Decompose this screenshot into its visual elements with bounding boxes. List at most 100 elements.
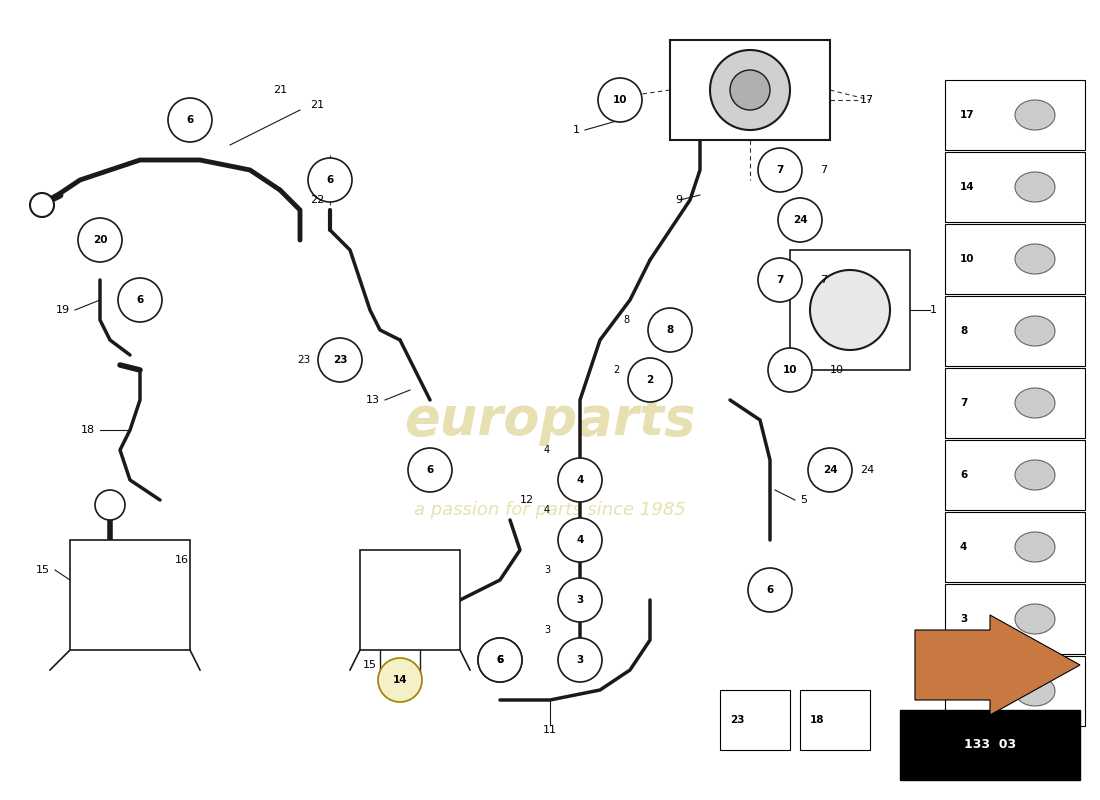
Text: 7: 7 (777, 165, 783, 175)
Circle shape (778, 198, 822, 242)
Text: 24: 24 (860, 465, 875, 475)
Circle shape (308, 158, 352, 202)
Bar (945, 80, 1085, 150)
Text: 21: 21 (273, 85, 287, 95)
Text: 24: 24 (793, 215, 807, 225)
Text: 10: 10 (783, 365, 798, 375)
Bar (945, 512, 1085, 582)
Ellipse shape (1015, 460, 1055, 490)
Ellipse shape (1015, 100, 1055, 130)
Bar (945, 584, 1085, 654)
Text: 6: 6 (767, 585, 773, 595)
Circle shape (478, 638, 522, 682)
Bar (670, 40, 830, 140)
Text: 13: 13 (366, 395, 379, 405)
Circle shape (558, 518, 602, 562)
Circle shape (30, 193, 54, 217)
Ellipse shape (1015, 244, 1055, 274)
Text: 10: 10 (830, 365, 844, 375)
Circle shape (118, 278, 162, 322)
Circle shape (758, 258, 802, 302)
Circle shape (168, 98, 212, 142)
Text: 23: 23 (297, 355, 310, 365)
Text: 15: 15 (36, 565, 50, 575)
Text: 4: 4 (576, 535, 584, 545)
Text: 4: 4 (543, 445, 550, 455)
Text: 6: 6 (186, 115, 194, 125)
Text: 6: 6 (136, 295, 144, 305)
Text: 19: 19 (56, 305, 70, 315)
Text: 15: 15 (363, 660, 377, 670)
Text: 7: 7 (777, 275, 783, 285)
Bar (900, 710, 1080, 780)
Bar (70, 540, 190, 650)
Bar (945, 296, 1085, 366)
Polygon shape (915, 615, 1080, 715)
Text: 2: 2 (960, 686, 967, 696)
Bar (720, 690, 790, 750)
Text: 17: 17 (860, 95, 875, 105)
Text: 2: 2 (647, 375, 653, 385)
Text: 5: 5 (800, 495, 807, 505)
Text: europarts: europarts (405, 394, 695, 446)
Text: 17: 17 (960, 110, 975, 120)
Text: 4: 4 (960, 542, 967, 552)
Text: 3: 3 (576, 655, 584, 665)
Text: 8: 8 (960, 326, 967, 336)
Text: 8: 8 (667, 325, 673, 335)
Bar (945, 368, 1085, 438)
Text: 6: 6 (427, 465, 433, 475)
Text: 10: 10 (613, 95, 627, 105)
Circle shape (558, 578, 602, 622)
Bar (800, 690, 870, 750)
Circle shape (730, 70, 770, 110)
Ellipse shape (1015, 316, 1055, 346)
Text: 4: 4 (576, 475, 584, 485)
Text: 2: 2 (614, 365, 620, 375)
Text: 22: 22 (310, 195, 324, 205)
Circle shape (710, 50, 790, 130)
Circle shape (768, 348, 812, 392)
Circle shape (95, 490, 125, 520)
Ellipse shape (1015, 604, 1055, 634)
Text: 3: 3 (576, 595, 584, 605)
Text: a passion for parts since 1985: a passion for parts since 1985 (414, 501, 686, 519)
Text: 14: 14 (960, 182, 975, 192)
Circle shape (758, 148, 802, 192)
Text: 4: 4 (543, 505, 550, 515)
Ellipse shape (1015, 388, 1055, 418)
Circle shape (748, 568, 792, 612)
Circle shape (478, 638, 522, 682)
Circle shape (408, 448, 452, 492)
Circle shape (648, 308, 692, 352)
Text: 7: 7 (960, 398, 967, 408)
Text: 3: 3 (543, 565, 550, 575)
Text: 11: 11 (543, 725, 557, 735)
Circle shape (318, 338, 362, 382)
Ellipse shape (1015, 172, 1055, 202)
Text: 7: 7 (820, 165, 827, 175)
Text: 7: 7 (820, 275, 827, 285)
Text: 18: 18 (81, 425, 95, 435)
Bar (945, 224, 1085, 294)
Text: 1: 1 (573, 125, 580, 135)
Text: 6: 6 (960, 470, 967, 480)
Circle shape (78, 218, 122, 262)
Circle shape (598, 78, 642, 122)
Bar (945, 656, 1085, 726)
Bar (945, 440, 1085, 510)
Circle shape (378, 658, 422, 702)
Text: 3: 3 (960, 614, 967, 624)
Text: 10: 10 (960, 254, 975, 264)
Bar (360, 550, 460, 650)
Text: 133  03: 133 03 (964, 738, 1016, 751)
Text: 9: 9 (675, 195, 682, 205)
Circle shape (810, 270, 890, 350)
Text: 16: 16 (175, 555, 189, 565)
Text: 20: 20 (92, 235, 108, 245)
Text: 24: 24 (823, 465, 837, 475)
Text: 14: 14 (393, 675, 407, 685)
Text: 18: 18 (810, 715, 825, 725)
Text: 1: 1 (930, 305, 937, 315)
Text: 23: 23 (332, 355, 348, 365)
